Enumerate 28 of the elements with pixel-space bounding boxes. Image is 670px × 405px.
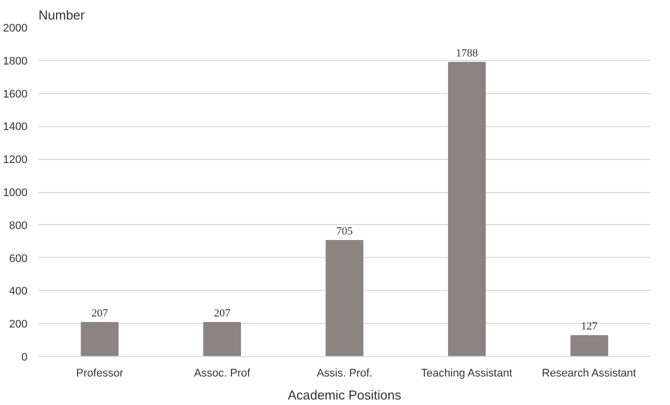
x-tick-label: Professor [76, 368, 124, 380]
bar [203, 322, 241, 356]
y-tick-label: 1400 [3, 121, 28, 134]
x-tick-label: Research Assistant [542, 368, 636, 380]
y-tick-label: 800 [9, 220, 28, 232]
y-tick-label: 1600 [3, 88, 28, 100]
bar [80, 322, 119, 356]
data-label: 127 [581, 320, 598, 333]
x-tick-label: Assoc. Prof [194, 368, 252, 380]
y-tick-label: 400 [9, 286, 28, 298]
x-tick-label: Assis. Prof. [316, 368, 372, 380]
bar [326, 240, 364, 356]
bar [448, 62, 486, 356]
data-label: 207 [214, 307, 231, 320]
y-tick-label: 1800 [3, 55, 28, 68]
y-tick-label: 600 [9, 252, 28, 265]
data-label: 705 [336, 226, 354, 238]
x-axis-title: Academic Positions [288, 388, 402, 402]
y-tick-label: 1000 [3, 187, 28, 199]
y-tick-label: 200 [9, 318, 28, 331]
bar [570, 335, 608, 356]
y-tick-label: 0 [21, 352, 28, 364]
data-label: 207 [91, 307, 108, 320]
x-tick-label: Teaching Assistant [421, 368, 512, 380]
y-axis-title: Number [38, 8, 86, 22]
y-tick-label: 2000 [3, 22, 28, 34]
y-tick-label: 1200 [3, 154, 28, 166]
data-label: 1788 [456, 47, 478, 60]
